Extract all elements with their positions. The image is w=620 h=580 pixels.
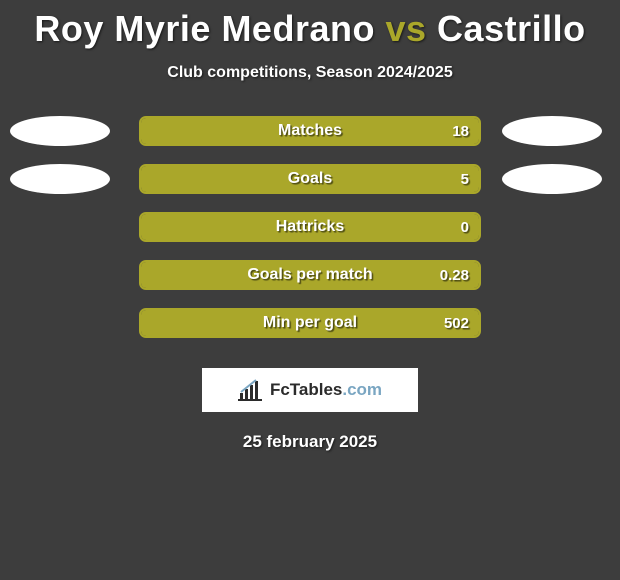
- right-ellipse: [502, 164, 602, 194]
- right-ellipse: [502, 116, 602, 146]
- stat-bar: Matches18: [139, 116, 481, 146]
- stat-bar: Goals5: [139, 164, 481, 194]
- stat-label: Matches: [141, 118, 479, 144]
- stat-label: Hattricks: [141, 214, 479, 240]
- stat-row: Hattricks0: [0, 212, 620, 242]
- player-1-name: Roy Myrie Medrano: [34, 8, 375, 49]
- stat-label: Goals per match: [141, 262, 479, 288]
- logo-text: FcTables.com: [270, 380, 382, 400]
- logo-name: FcTables: [270, 380, 342, 400]
- subtitle: Club competitions, Season 2024/2025: [0, 64, 620, 82]
- player-2-name: Castrillo: [437, 8, 586, 49]
- stat-bar: Goals per match0.28: [139, 260, 481, 290]
- stat-label: Goals: [141, 166, 479, 192]
- left-ellipse: [10, 164, 110, 194]
- stat-rows: Matches18 Goals5 Hattricks0 Goals per match…: [0, 116, 620, 338]
- stat-value: 0: [461, 214, 469, 240]
- stat-value: 18: [452, 118, 469, 144]
- stat-bar: Min per goal502: [139, 308, 481, 338]
- logo-tld: .com: [342, 380, 382, 400]
- stat-bar: Hattricks0: [139, 212, 481, 242]
- stat-row: Min per goal502: [0, 308, 620, 338]
- logo-chart-icon: [238, 379, 264, 401]
- comparison-title: Roy Myrie Medrano vs Castrillo: [0, 0, 620, 50]
- stat-row: Goals per match0.28: [0, 260, 620, 290]
- date-label: 25 february 2025: [0, 432, 620, 452]
- vs-separator: vs: [385, 8, 426, 49]
- stat-row: Goals5: [0, 164, 620, 194]
- left-ellipse: [10, 116, 110, 146]
- stat-value: 0.28: [440, 262, 469, 288]
- stat-value: 502: [444, 310, 469, 336]
- logo-box: FcTables.com: [202, 368, 418, 412]
- stat-label: Min per goal: [141, 310, 479, 336]
- stat-value: 5: [461, 166, 469, 192]
- stat-row: Matches18: [0, 116, 620, 146]
